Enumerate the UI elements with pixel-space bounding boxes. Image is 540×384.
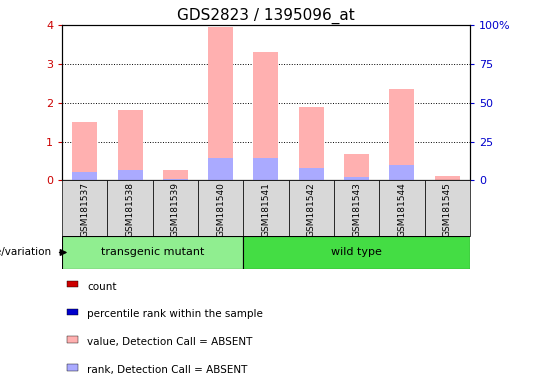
Bar	[118, 170, 143, 180]
Text: wild type: wild type	[331, 247, 382, 258]
Bar	[334, 180, 379, 236]
Bar	[379, 180, 424, 236]
Bar	[253, 158, 279, 180]
Text: GSM181539: GSM181539	[171, 182, 180, 237]
Bar	[62, 236, 244, 269]
Text: GSM181537: GSM181537	[80, 182, 89, 237]
Bar	[72, 172, 97, 180]
Text: value, Detection Call = ABSENT: value, Detection Call = ABSENT	[87, 337, 252, 347]
Text: GSM181542: GSM181542	[307, 182, 316, 237]
Bar	[344, 154, 369, 180]
Bar	[163, 179, 188, 180]
Bar	[62, 180, 107, 236]
Bar	[118, 110, 143, 180]
Text: GSM181540: GSM181540	[216, 182, 225, 237]
Bar	[288, 180, 334, 236]
Text: GSM181543: GSM181543	[352, 182, 361, 237]
Bar	[208, 158, 233, 180]
Bar	[153, 180, 198, 236]
Bar	[107, 180, 153, 236]
Text: GSM181544: GSM181544	[397, 182, 406, 237]
Bar	[435, 176, 460, 180]
Text: transgenic mutant: transgenic mutant	[101, 247, 204, 258]
Bar	[66, 336, 78, 343]
Bar	[72, 122, 97, 180]
Bar	[208, 27, 233, 180]
Bar	[424, 180, 470, 236]
Bar	[66, 309, 78, 315]
Text: rank, Detection Call = ABSENT: rank, Detection Call = ABSENT	[87, 365, 247, 375]
Bar	[163, 170, 188, 180]
Bar	[66, 364, 78, 371]
Bar	[299, 168, 323, 180]
Text: percentile rank within the sample: percentile rank within the sample	[87, 310, 263, 319]
Text: count: count	[87, 281, 117, 291]
Bar	[389, 89, 414, 180]
Text: GSM181541: GSM181541	[261, 182, 271, 237]
Text: GSM181538: GSM181538	[126, 182, 134, 237]
Text: GSM181545: GSM181545	[443, 182, 451, 237]
Bar	[244, 236, 470, 269]
Bar	[389, 165, 414, 180]
Bar	[66, 281, 78, 288]
Bar	[253, 52, 279, 180]
Bar	[344, 177, 369, 180]
Title: GDS2823 / 1395096_at: GDS2823 / 1395096_at	[177, 7, 355, 23]
Bar	[198, 180, 244, 236]
Bar	[244, 180, 288, 236]
Bar	[299, 108, 323, 180]
Text: genotype/variation: genotype/variation	[0, 247, 51, 258]
